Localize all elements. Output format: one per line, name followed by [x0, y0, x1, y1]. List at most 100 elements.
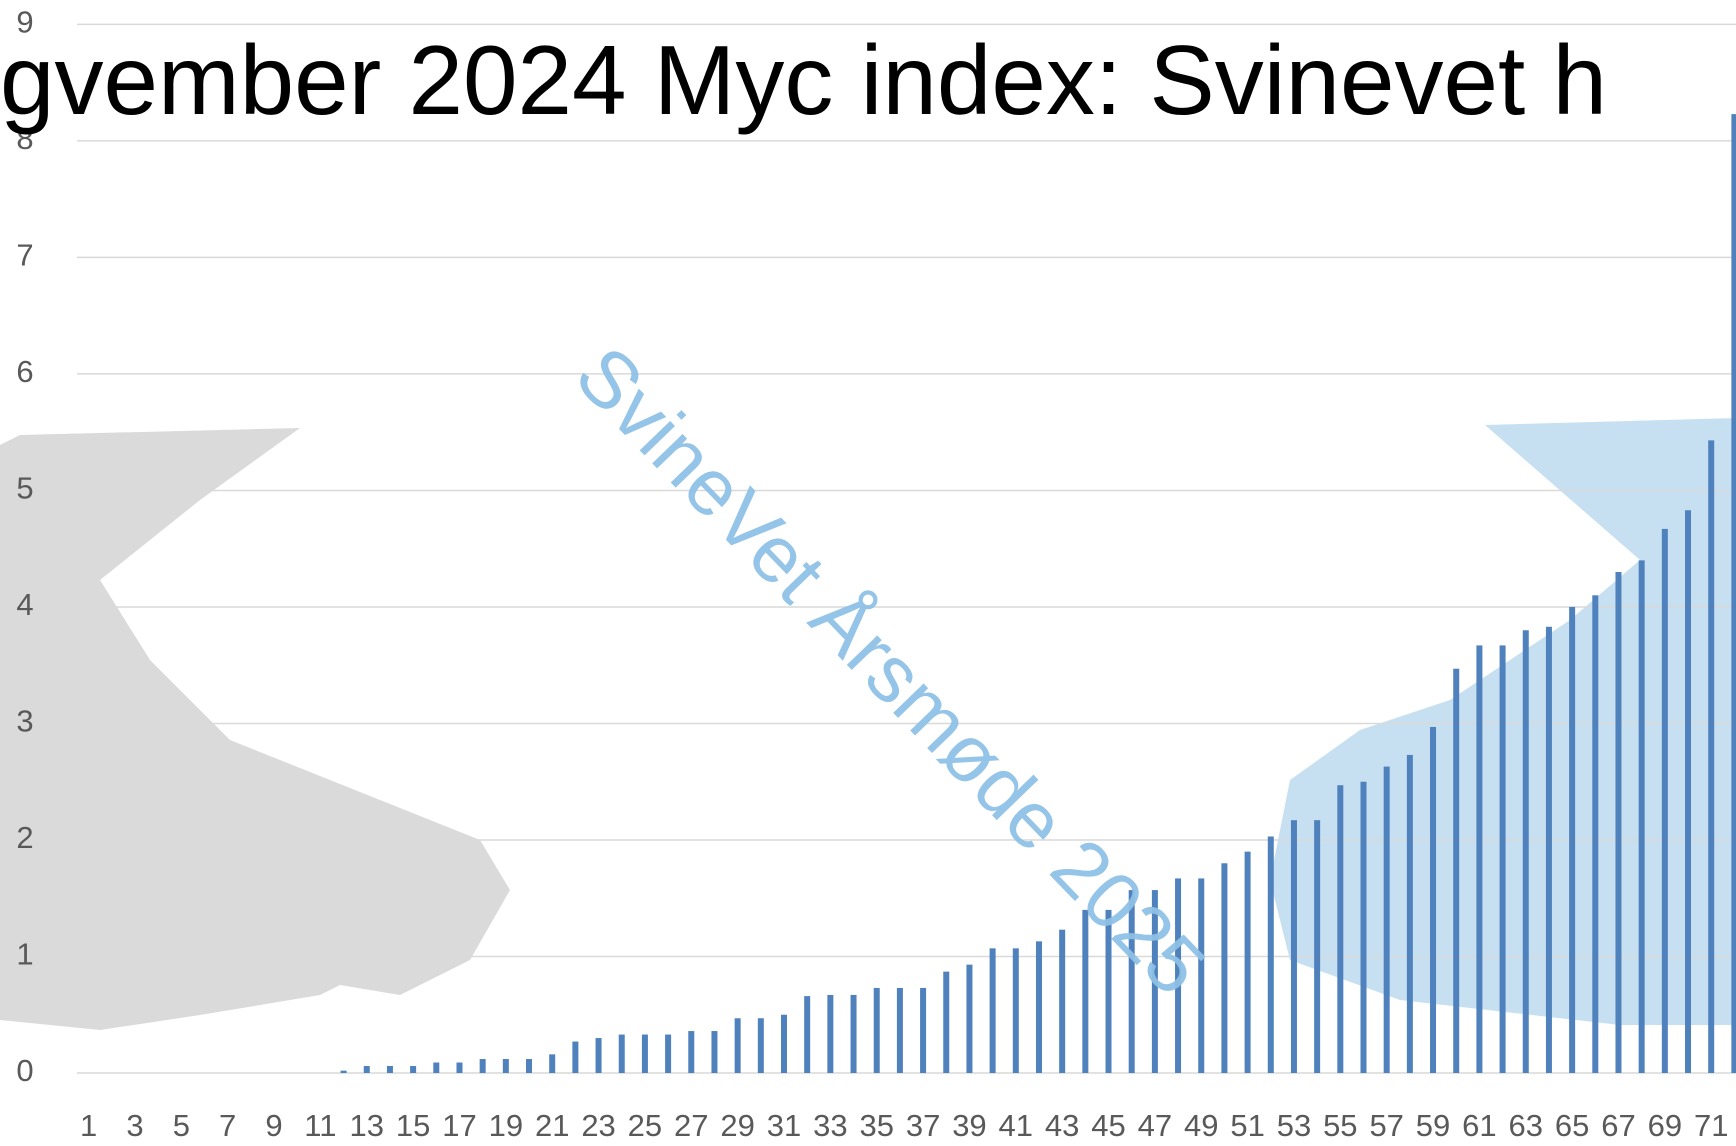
x-tick-label: 9: [265, 1108, 282, 1143]
x-tick-label: 27: [674, 1108, 708, 1143]
bar: [665, 1035, 671, 1073]
bar: [827, 995, 833, 1073]
x-tick-label: 55: [1323, 1108, 1357, 1143]
bar: [596, 1038, 602, 1073]
x-tick-label: 67: [1601, 1108, 1635, 1143]
y-tick-label: 1: [16, 937, 33, 972]
y-tick-label: 7: [16, 238, 33, 273]
x-tick-label: 71: [1694, 1108, 1728, 1143]
bar: [1245, 852, 1251, 1073]
bar: [1198, 878, 1204, 1073]
bar: [758, 1018, 764, 1073]
bar: [1407, 755, 1413, 1073]
x-tick-label: 47: [1138, 1108, 1172, 1143]
x-tick-label: 31: [767, 1108, 801, 1143]
x-tick-label: 21: [535, 1108, 569, 1143]
bar: [1291, 820, 1297, 1073]
x-tick-label: 57: [1369, 1108, 1403, 1143]
bar: [897, 988, 903, 1073]
bar: [410, 1066, 416, 1073]
x-tick-label: 35: [859, 1108, 893, 1143]
bar: [642, 1035, 648, 1073]
x-tick-label: 11: [304, 1108, 336, 1143]
x-tick-label: 5: [173, 1108, 190, 1143]
bar: [874, 988, 880, 1073]
bar: [364, 1066, 370, 1073]
bar: [1708, 440, 1714, 1073]
x-tick-label: 33: [813, 1108, 847, 1143]
x-tick-label: 17: [442, 1108, 476, 1143]
bar: [1384, 767, 1390, 1073]
bar: [1453, 669, 1459, 1073]
y-tick-label: 0: [16, 1053, 33, 1088]
bar: [920, 988, 926, 1073]
x-tick-label: 63: [1509, 1108, 1543, 1143]
x-tick-label: 13: [350, 1108, 384, 1143]
y-tick-label: 3: [16, 704, 33, 739]
bar: [711, 1031, 717, 1073]
bar: [572, 1042, 578, 1073]
bar: [456, 1063, 462, 1073]
bar: [1500, 645, 1506, 1073]
x-tick-label: 45: [1091, 1108, 1125, 1143]
x-tick-label: 29: [720, 1108, 754, 1143]
bar: [990, 948, 996, 1073]
bar: [1662, 529, 1668, 1073]
bar: [341, 1071, 347, 1073]
bar: [1476, 645, 1482, 1073]
bar: [433, 1063, 439, 1073]
bar: [1569, 607, 1575, 1073]
x-tick-label: 19: [489, 1108, 523, 1143]
bar: [1361, 782, 1367, 1073]
bar: [1731, 114, 1736, 1073]
bar: [688, 1031, 694, 1073]
bar: [503, 1059, 509, 1073]
x-tick-label: 69: [1648, 1108, 1682, 1143]
x-tick-label: 3: [126, 1108, 143, 1143]
bar: [1615, 572, 1621, 1073]
bar: [1592, 595, 1598, 1073]
bar: [1013, 948, 1019, 1073]
bar: [1430, 727, 1436, 1073]
y-tick-label: 4: [16, 587, 33, 622]
y-tick-label: 6: [16, 354, 33, 389]
x-tick-label: 53: [1277, 1108, 1311, 1143]
x-tick-label: 61: [1462, 1108, 1496, 1143]
bar: [804, 996, 810, 1073]
page: 0123456789135791113151719212325272931333…: [0, 0, 1736, 1146]
bar: [1639, 560, 1645, 1073]
x-tick-label: 37: [906, 1108, 940, 1143]
x-tick-label: 25: [628, 1108, 662, 1143]
x-tick-label: 41: [999, 1108, 1033, 1143]
x-tick-label: 23: [581, 1108, 615, 1143]
bar: [526, 1059, 532, 1073]
watermark: SvineVet Årsmøde 2025: [559, 329, 1222, 1011]
bar: [1268, 836, 1274, 1073]
x-tick-label: 65: [1555, 1108, 1589, 1143]
x-tick-label: 7: [219, 1108, 236, 1143]
bar: [966, 965, 972, 1073]
bar: [1685, 510, 1691, 1073]
y-tick-label: 5: [16, 471, 33, 506]
bar: [1059, 930, 1065, 1073]
x-tick-label: 59: [1416, 1108, 1450, 1143]
chart: 0123456789135791113151719212325272931333…: [0, 0, 1736, 1146]
bar: [1221, 863, 1227, 1073]
chart-title: gvember 2024 Myc index: Svinevet h: [0, 25, 1607, 135]
bar: [1546, 627, 1552, 1073]
bar: [781, 1015, 787, 1073]
bar: [480, 1059, 486, 1073]
x-tick-label: 51: [1230, 1108, 1264, 1143]
background-shape-gray: [0, 428, 510, 1030]
bar: [851, 995, 857, 1073]
x-tick-label: 49: [1184, 1108, 1218, 1143]
bar: [619, 1035, 625, 1073]
bar: [1314, 820, 1320, 1073]
x-tick-label: 15: [396, 1108, 430, 1143]
bar: [1036, 941, 1042, 1073]
bar: [943, 972, 949, 1073]
bar: [549, 1054, 555, 1073]
y-tick-label: 2: [16, 820, 33, 855]
x-tick-label: 43: [1045, 1108, 1079, 1143]
bar: [735, 1018, 741, 1073]
